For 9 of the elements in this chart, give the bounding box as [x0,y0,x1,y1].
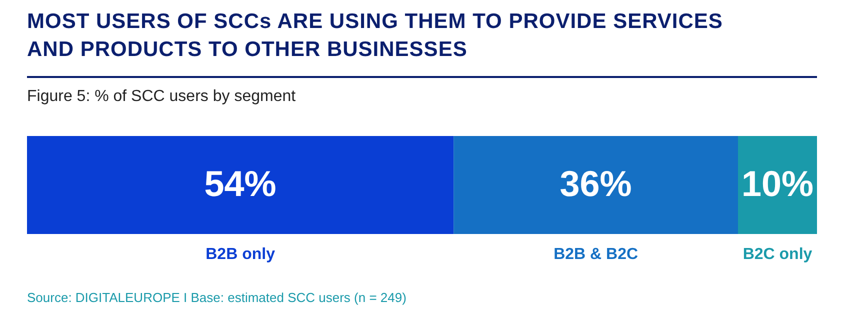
source-note: Source: DIGITALEUROPE I Base: estimated SCC users (n = 249) [27,290,406,305]
series-label: B2B only [206,246,276,263]
data-label: 54% [204,163,276,204]
chart-title: MOST USERS OF SCCs ARE USING THEM TO PROVIDE SERVICES AND PRODUCTS TO OTHER BUSINESSES [27,9,724,63]
series-label: B2B & B2C [554,246,638,263]
chart-subtitle: Figure 5: % of SCC users by segment [27,88,296,106]
series-label: B2C only [742,246,812,263]
data-label: 10% [741,163,814,204]
data-label: 36% [560,163,632,204]
